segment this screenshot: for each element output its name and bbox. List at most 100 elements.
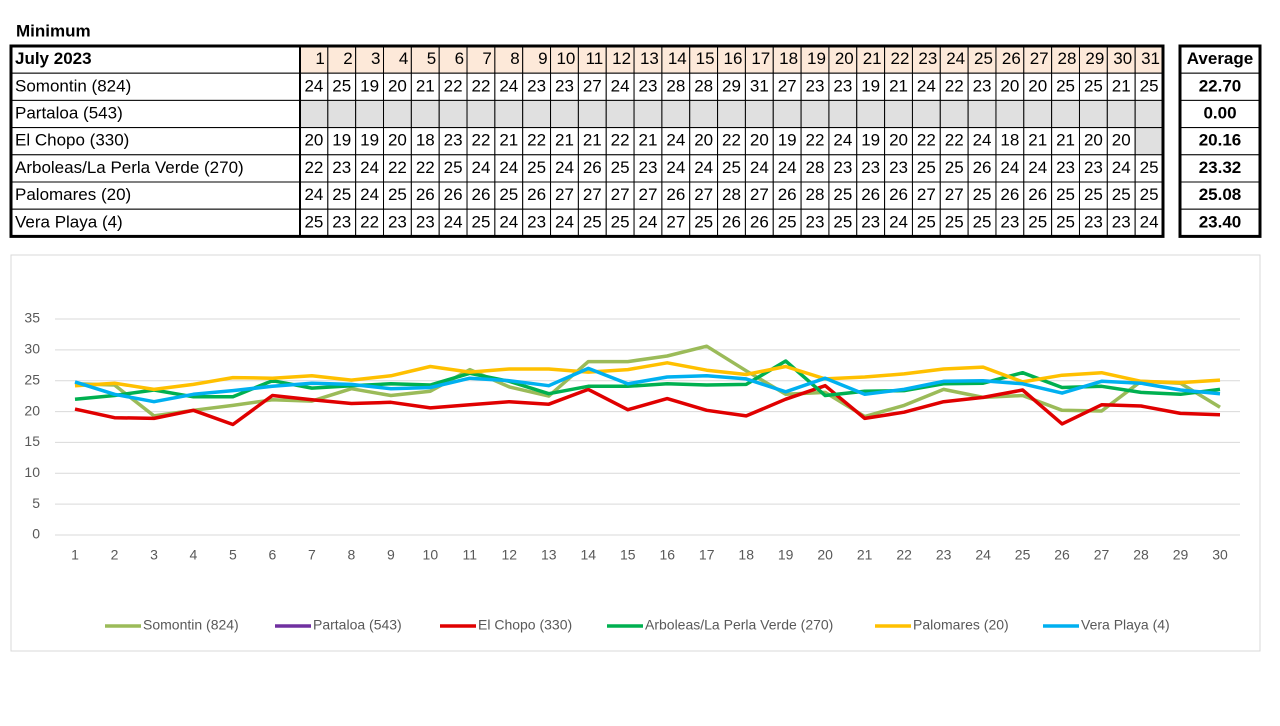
cell: [661, 181, 691, 210]
header-cell: [10, 45, 301, 74]
avg-cell: [1179, 72, 1261, 101]
day-header: 28: [1058, 49, 1077, 68]
y-tick-label: 20: [24, 402, 40, 418]
row-label-cell: [10, 99, 301, 129]
y-tick-label: 0: [32, 526, 40, 542]
cell-value: 28: [694, 76, 713, 95]
cell-value: 25: [917, 158, 936, 177]
cell-value: 23: [1084, 158, 1103, 177]
cell-value: 20: [750, 131, 769, 150]
cell-value: 24: [304, 185, 323, 204]
cell-value: 20: [388, 76, 407, 95]
cell-value: 24: [639, 212, 658, 231]
legend-label: El Chopo (330): [478, 617, 572, 633]
cell-value: 24: [444, 212, 463, 231]
day-header: 17: [751, 49, 770, 68]
cell-value: 26: [973, 158, 992, 177]
x-tick-label: 26: [1054, 547, 1070, 563]
x-tick-label: 10: [423, 547, 439, 563]
cell-value: 28: [666, 76, 685, 95]
x-tick-label: 13: [541, 547, 557, 563]
cell-value: 25: [1056, 185, 1075, 204]
row-label-cell: [10, 181, 301, 210]
cell-value: 25: [388, 185, 407, 204]
cell-value: 21: [555, 131, 574, 150]
cell-value: 25: [332, 185, 351, 204]
x-tick-label: 15: [620, 547, 636, 563]
cell-value: 23: [527, 76, 546, 95]
day-header: 14: [668, 49, 687, 68]
avg-value: 23.32: [1199, 158, 1242, 177]
cell-value: 25: [583, 212, 602, 231]
cell: [1134, 154, 1164, 183]
y-tick-label: 30: [24, 341, 40, 357]
day-header: 26: [1002, 49, 1021, 68]
cell: [383, 127, 412, 156]
cell-value: 22: [360, 212, 379, 231]
cell: [717, 99, 746, 129]
cell: [1023, 181, 1053, 210]
series-line: [74, 366, 1221, 404]
cell: [884, 127, 913, 156]
cell: [856, 181, 886, 210]
cell: [744, 99, 774, 129]
cell: [438, 99, 468, 129]
cell: [1106, 72, 1136, 101]
chart-area: [10, 254, 1261, 652]
cell: [633, 181, 663, 210]
cell: [494, 99, 524, 129]
cell: [577, 99, 607, 129]
cell: [410, 127, 440, 156]
cell: [689, 154, 719, 183]
x-tick-label: 24: [975, 547, 991, 563]
cell: [800, 154, 830, 183]
cell-value: 23: [806, 76, 825, 95]
cell-value: 20: [1112, 131, 1131, 150]
series-line: [74, 359, 1221, 401]
avg-border: [1178, 44, 1262, 238]
cell: [689, 181, 719, 210]
cell: [1051, 99, 1080, 129]
cell-value: 20: [388, 131, 407, 150]
cell: [605, 99, 635, 129]
day-header: 18: [779, 49, 798, 68]
cell: [967, 154, 997, 183]
cell: [494, 72, 524, 101]
avg-value: 0.00: [1203, 103, 1236, 122]
avg-header: Average: [1187, 49, 1253, 68]
x-tick-label: 9: [387, 547, 395, 563]
cell-value: 24: [666, 158, 685, 177]
cell: [717, 72, 746, 101]
cell: [577, 154, 607, 183]
cell: [689, 99, 719, 129]
avg-value: 20.16: [1199, 131, 1242, 150]
cell: [995, 127, 1025, 156]
cell-value: 26: [416, 185, 435, 204]
y-tick-label: 15: [24, 433, 40, 449]
cell: [605, 208, 635, 237]
cell-value: 27: [666, 212, 685, 231]
cell-value: 25: [778, 212, 797, 231]
cell: [772, 127, 802, 156]
cell: [522, 127, 552, 156]
cell-value: 25: [471, 212, 490, 231]
cell: [466, 154, 496, 183]
cell-value: 21: [416, 76, 435, 95]
day-header: 30: [1113, 49, 1132, 68]
cell-value: 24: [1140, 212, 1159, 231]
y-tick-label: 35: [24, 310, 40, 326]
day-header: 20: [835, 49, 854, 68]
cell-value: 26: [1000, 185, 1019, 204]
cell: [967, 72, 997, 101]
cell: [939, 208, 969, 237]
x-tick-label: 7: [308, 547, 316, 563]
cell-value: 23: [1056, 158, 1075, 177]
cell: [856, 99, 886, 129]
day-header: 1: [315, 49, 324, 68]
cell-value: 19: [778, 131, 797, 150]
cell-value: 23: [416, 212, 435, 231]
cell: [355, 127, 385, 156]
cell: [383, 99, 412, 129]
x-tick-label: 30: [1212, 547, 1228, 563]
